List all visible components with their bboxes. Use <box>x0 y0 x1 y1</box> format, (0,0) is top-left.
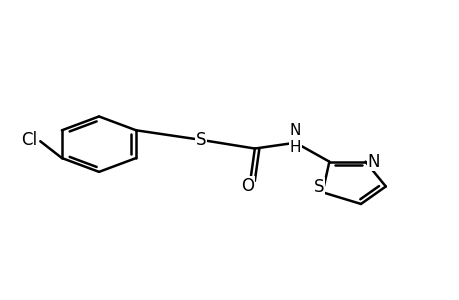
Text: O: O <box>241 177 254 195</box>
Text: N: N <box>367 153 379 171</box>
Text: S: S <box>313 178 324 196</box>
Text: Cl: Cl <box>21 131 37 149</box>
Text: N
H: N H <box>289 123 301 155</box>
Text: S: S <box>195 131 206 149</box>
